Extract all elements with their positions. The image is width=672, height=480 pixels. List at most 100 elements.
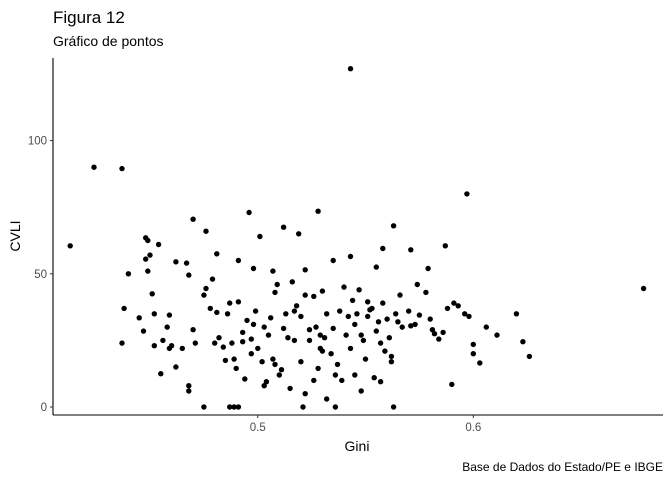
data-point-118 xyxy=(343,332,349,338)
data-point-167 xyxy=(214,309,220,316)
data-point-130 xyxy=(369,305,375,312)
data-point-128 xyxy=(365,313,371,320)
data-point-150 xyxy=(440,329,446,336)
data-point-77 xyxy=(240,329,246,336)
data-point-66 xyxy=(216,335,222,341)
data-point-172 xyxy=(151,343,157,349)
data-point-49 xyxy=(151,311,157,317)
data-point-45 xyxy=(470,351,476,357)
data-point-165 xyxy=(240,339,246,345)
y-tick-label-0: 0 xyxy=(41,402,47,414)
data-point-36 xyxy=(414,281,420,288)
data-point-34 xyxy=(302,267,308,273)
data-point-184 xyxy=(416,312,423,318)
data-point-151 xyxy=(444,305,451,312)
data-point-180 xyxy=(377,340,384,346)
data-point-67 xyxy=(220,344,226,350)
data-point-132 xyxy=(373,328,379,334)
data-point-22 xyxy=(143,256,149,262)
data-point-63 xyxy=(209,276,216,282)
data-point-17 xyxy=(442,243,448,249)
data-point-5 xyxy=(640,285,647,292)
chart-title: Figura 12 xyxy=(53,8,125,27)
data-point-73 xyxy=(227,404,233,410)
data-point-94 xyxy=(280,325,287,332)
data-point-3 xyxy=(464,191,470,197)
data-point-37 xyxy=(451,300,457,306)
chart-subtitle: Gráfico de pontos xyxy=(53,33,164,49)
data-point-104 xyxy=(311,293,317,300)
data-point-46 xyxy=(477,360,483,366)
data-point-79 xyxy=(244,317,250,324)
data-point-27 xyxy=(330,257,336,264)
data-point-10 xyxy=(203,228,209,234)
data-point-178 xyxy=(358,332,364,338)
data-point-87 xyxy=(265,332,272,338)
data-point-143 xyxy=(399,324,405,330)
data-point-136 xyxy=(382,348,388,354)
data-point-171 xyxy=(164,324,170,330)
data-point-16 xyxy=(155,241,162,248)
data-point-50 xyxy=(140,328,147,334)
data-point-43 xyxy=(526,353,533,360)
data-point-102 xyxy=(302,292,308,298)
data-point-7 xyxy=(246,209,252,216)
data-point-93 xyxy=(278,367,285,373)
data-point-139 xyxy=(388,353,395,360)
data-point-163 xyxy=(261,324,267,330)
data-point-155 xyxy=(302,391,308,397)
data-point-42 xyxy=(520,339,526,345)
data-point-82 xyxy=(252,308,259,314)
data-point-138 xyxy=(386,335,392,341)
data-point-60 xyxy=(192,340,198,346)
x-axis-title: Gini xyxy=(345,438,370,454)
data-point-35 xyxy=(373,264,379,270)
data-point-101 xyxy=(300,404,306,410)
data-point-161 xyxy=(283,311,289,317)
chart-caption: Base de Dados do Estado/PE e IBGE xyxy=(462,460,663,474)
data-point-92 xyxy=(276,372,282,378)
data-point-105 xyxy=(313,324,319,330)
data-point-131 xyxy=(371,375,377,381)
data-point-29 xyxy=(145,268,151,274)
data-point-160 xyxy=(291,337,298,344)
data-point-162 xyxy=(272,289,278,296)
data-point-65 xyxy=(212,340,218,346)
data-point-146 xyxy=(423,289,429,296)
data-point-83 xyxy=(255,345,261,352)
data-point-154 xyxy=(462,311,468,317)
data-point-38 xyxy=(513,311,520,317)
data-point-47 xyxy=(121,305,127,312)
data-point-41 xyxy=(494,332,500,338)
data-point-20 xyxy=(214,251,220,257)
data-point-156 xyxy=(311,377,317,384)
y-axis-title: CVLI xyxy=(7,220,23,251)
data-point-119 xyxy=(345,313,351,320)
data-point-152 xyxy=(449,381,455,388)
data-point-164 xyxy=(248,351,254,357)
data-point-31 xyxy=(186,272,192,278)
data-point-24 xyxy=(173,259,179,265)
data-point-179 xyxy=(365,299,371,305)
data-point-166 xyxy=(222,357,229,364)
data-point-25 xyxy=(183,260,190,266)
data-point-64 xyxy=(207,305,213,312)
data-point-123 xyxy=(354,311,360,317)
data-point-169 xyxy=(190,327,196,333)
data-point-44 xyxy=(470,341,476,348)
data-point-133 xyxy=(375,319,382,325)
data-point-1 xyxy=(91,164,97,170)
data-point-85 xyxy=(261,383,267,389)
data-point-106 xyxy=(315,365,321,372)
data-point-84 xyxy=(259,359,265,365)
data-point-181 xyxy=(388,359,395,365)
data-point-86 xyxy=(263,379,270,385)
data-point-177 xyxy=(352,321,358,328)
data-point-176 xyxy=(319,348,326,354)
data-point-40 xyxy=(466,313,472,320)
data-point-97 xyxy=(289,279,295,285)
data-point-109 xyxy=(321,335,328,341)
data-point-124 xyxy=(356,287,362,293)
data-point-69 xyxy=(227,300,233,306)
data-point-48 xyxy=(119,340,125,346)
